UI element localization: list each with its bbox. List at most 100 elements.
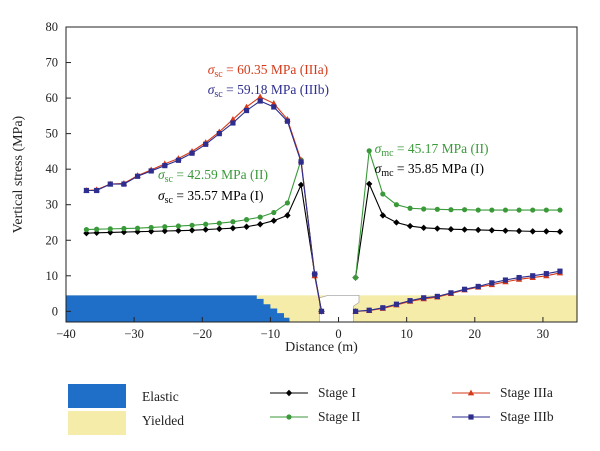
data-point-stage1 — [284, 212, 291, 219]
x-tick-label: 10 — [400, 327, 413, 341]
data-point-stage1 — [270, 217, 278, 224]
data-point-stage2 — [543, 207, 549, 213]
data-point-stage1 — [502, 227, 509, 234]
data-point-stage1 — [543, 228, 550, 235]
data-point-stage3b — [284, 118, 291, 124]
x-tick-label: 20 — [469, 327, 482, 341]
y-tick-label: 30 — [46, 198, 59, 212]
data-point-stage3b — [557, 268, 563, 274]
data-point-stage3b — [366, 307, 372, 313]
data-point-stage3a — [229, 116, 237, 122]
data-point-stage3b — [530, 273, 536, 279]
legend-marker-stage1 — [285, 389, 293, 397]
zone-map — [66, 295, 577, 323]
data-point-stage3b — [83, 187, 90, 194]
data-point-stage1 — [379, 212, 387, 219]
data-point-stage2 — [434, 206, 440, 212]
annotation-3: σsc = 35.57 MPa (I) — [158, 188, 263, 206]
series-line-stage3a-right — [355, 272, 561, 312]
series-stage3b — [83, 98, 563, 314]
legend-label-stage1: Stage I — [318, 385, 356, 400]
data-point-stage3b — [230, 120, 236, 126]
data-point-stage1 — [175, 227, 182, 234]
elastic-zone — [66, 295, 290, 322]
legend-yielded-swatch — [68, 411, 126, 435]
data-point-stage3b — [243, 107, 250, 114]
data-point-stage1 — [256, 221, 264, 228]
legend-label-stage3a: Stage IIIa — [500, 385, 553, 400]
series-line-stage3b-right — [355, 270, 561, 312]
data-point-stage1 — [161, 227, 168, 235]
legend-yielded-label: Yielded — [142, 413, 184, 428]
data-point-stage1 — [475, 226, 482, 234]
data-point-stage1 — [229, 224, 237, 232]
y-tick-label: 10 — [46, 269, 59, 283]
data-point-stage2 — [530, 207, 536, 213]
legend-marker-stage3a — [467, 389, 475, 396]
data-point-stage3b — [461, 286, 468, 292]
data-point-stage3a — [243, 103, 250, 110]
data-point-stage3b — [502, 277, 509, 283]
annotation-0: σsc = 60.35 MPa (IIIa) — [208, 62, 328, 80]
data-point-stage1 — [556, 228, 564, 235]
data-point-stage1 — [243, 223, 250, 230]
data-point-stage3b — [257, 98, 263, 104]
data-point-stage2 — [557, 207, 563, 213]
legend-marker-stage2 — [286, 414, 292, 420]
x-tick-label: −20 — [192, 327, 212, 341]
data-point-stage3b — [298, 159, 304, 165]
data-point-stage1 — [393, 219, 400, 226]
y-tick-label: 40 — [46, 162, 59, 176]
data-point-stage2 — [502, 207, 509, 213]
roadway-opening — [319, 295, 360, 323]
data-point-stage2 — [461, 207, 468, 213]
data-point-stage1 — [93, 229, 100, 236]
data-point-stage3b — [94, 187, 100, 194]
legend-label-stage3b: Stage IIIb — [500, 409, 554, 424]
data-point-stage2 — [148, 224, 154, 231]
data-point-stage2 — [203, 221, 209, 227]
data-point-stage2 — [134, 225, 141, 231]
annotation-1: σsc = 59.18 MPa (IIIb) — [208, 82, 329, 100]
data-point-stage1 — [297, 181, 305, 189]
data-point-stage3b — [352, 308, 359, 314]
legend-label-stage2: Stage II — [318, 409, 361, 424]
data-point-stage3b — [189, 150, 195, 156]
annotation-4: σmc = 45.17 MPa (II) — [375, 141, 489, 159]
data-point-stage2 — [393, 202, 400, 208]
y-tick-label: 80 — [46, 20, 59, 34]
data-point-stage1 — [406, 222, 414, 230]
data-point-stage3b — [475, 283, 481, 290]
data-point-stage2 — [516, 207, 522, 213]
data-point-stage2 — [162, 224, 168, 230]
series-stage2 — [83, 148, 563, 314]
x-tick-label: 30 — [537, 327, 550, 341]
data-point-stage2 — [230, 219, 236, 225]
data-point-stage3b — [543, 271, 549, 277]
data-point-stage2 — [271, 209, 277, 216]
y-tick-label: 70 — [46, 56, 59, 70]
x-tick-label: 0 — [335, 327, 341, 341]
data-point-stage2 — [489, 207, 495, 213]
data-point-stage3b — [203, 141, 209, 147]
data-point-stage2 — [243, 217, 250, 223]
data-point-stage2 — [407, 205, 413, 211]
series-lines — [83, 93, 564, 315]
data-point-stage2 — [175, 223, 182, 229]
data-point-stage3b — [216, 131, 222, 137]
legend-elastic-label: Elastic — [142, 389, 179, 404]
data-point-stage3b — [318, 308, 325, 314]
x-tick-label: −30 — [124, 327, 144, 341]
data-point-stage2 — [107, 226, 113, 232]
data-point-stage3b — [434, 293, 440, 300]
data-point-stage1 — [420, 224, 427, 232]
data-point-stage1 — [529, 228, 536, 235]
y-tick-label: 50 — [46, 127, 59, 141]
data-point-stage3b — [134, 173, 141, 179]
data-point-stage3b — [121, 181, 127, 187]
y-tick-label: 20 — [46, 233, 59, 247]
data-point-stage3b — [421, 295, 427, 301]
legend-marker-stage3b — [468, 414, 474, 420]
data-point-stage2 — [189, 222, 195, 228]
